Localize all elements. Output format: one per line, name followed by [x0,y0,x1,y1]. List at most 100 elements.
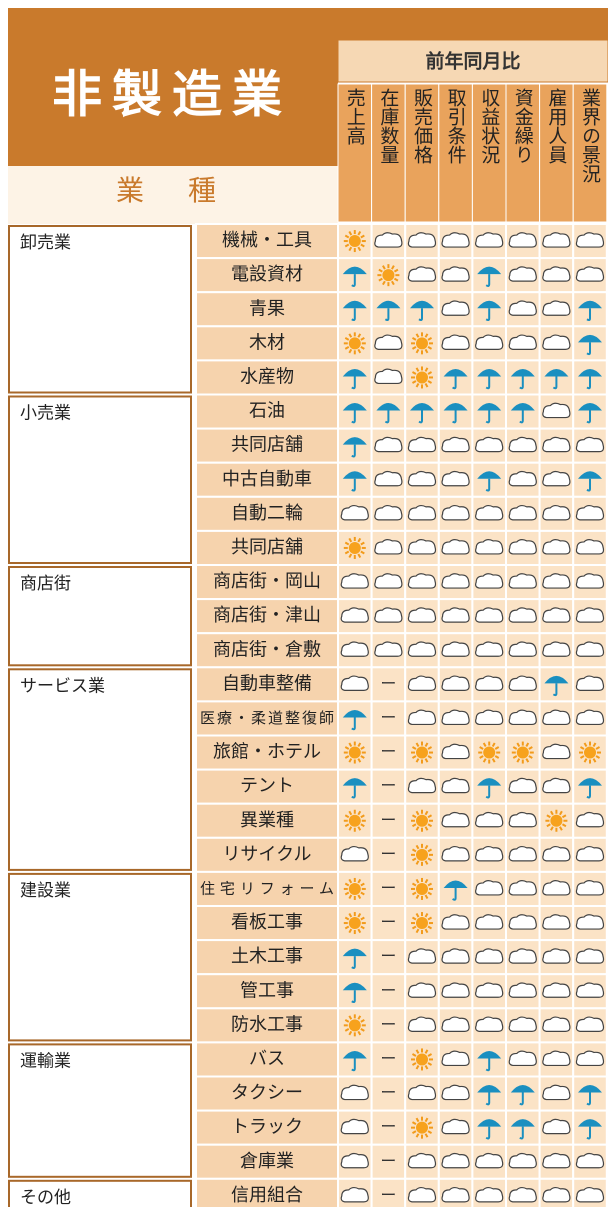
title: 非製造業 [52,66,292,124]
weather-icon [575,811,605,828]
cloud [508,641,537,657]
cloud [542,743,571,760]
weather-icon [441,1152,470,1169]
umbrella [410,403,434,411]
cloud [575,232,605,248]
sun-ray [427,916,433,921]
sun-ray [411,814,417,819]
group-name: 商店街 [20,574,71,594]
sun-ray [512,755,518,759]
sun-ray [360,882,365,887]
sun [416,1053,428,1066]
weather-icon [508,300,537,316]
sun-ray [348,742,353,747]
weather-icon [342,948,367,969]
weather-icon [475,539,504,555]
sun-ray [415,878,420,884]
cloud [575,811,605,828]
industry-name: 異業種 [240,810,294,831]
industry-name: 看板工事 [231,912,303,933]
umbrella [477,471,502,479]
cloud [374,539,403,555]
sun-ray [344,234,350,239]
umbrella-handle [586,478,591,492]
umbrella [342,982,367,991]
sun-ray [357,742,362,747]
weather-icon [340,845,369,862]
cloud [441,539,470,555]
weather-icon [343,809,366,832]
umbrella [376,300,401,309]
sun-ray [415,758,420,763]
cloud [475,1152,504,1169]
cloud [475,675,504,691]
umbrella-handle [351,376,356,390]
title-band [8,40,338,166]
group-box [8,1043,192,1178]
sun-ray [344,891,350,896]
weather-icon [411,366,433,389]
cloud [475,914,504,930]
weather-icon [542,880,571,896]
weather-icon [340,573,369,589]
sun-ray [360,345,365,350]
weather-icon [407,266,437,282]
industry-name: 管工事 [240,980,294,1001]
dash: ー [380,674,396,693]
sun-ray [411,380,417,384]
weather-icon [508,880,537,896]
sun-ray [344,916,350,921]
weather-icon [475,914,504,930]
sun-ray [427,1130,433,1135]
umbrella [477,403,502,411]
cloud [441,1016,470,1032]
sun-ray [411,1121,417,1126]
sun-ray [360,746,365,750]
cloud [508,1050,537,1067]
weather-icon [342,778,367,799]
cloud [441,811,470,828]
cloud [508,300,537,316]
sun-ray [357,826,362,831]
cloud [575,1186,605,1203]
cloud [508,1186,537,1203]
cloud [575,880,605,896]
weather-icon [342,709,367,731]
industry-name: 信用組合 [231,1185,303,1206]
sun-ray [482,758,487,763]
industry-name: 土木工事 [231,946,303,967]
comparison-band [337,39,608,83]
sun-ray [415,913,420,918]
cloud [407,1186,437,1203]
sun-ray [546,814,551,819]
cloud [542,436,571,453]
cloud [475,232,504,248]
weather-icon [441,982,470,998]
umbrella-handle [485,1092,491,1106]
cloud [475,1186,504,1203]
sun-ray [427,746,433,750]
cloud [340,641,369,657]
weather-icon [374,368,403,385]
umbrella-handle [351,1058,356,1072]
cloud [441,709,470,726]
weather-icon [441,1050,470,1067]
weather-icon [575,539,605,555]
weather-icon [542,982,571,998]
sun [416,337,428,350]
group-name: 卸売業 [20,233,71,253]
weather-icon [374,232,403,248]
cloud [508,982,537,998]
sun-ray [427,925,433,930]
sun-ray [546,823,551,828]
industry-name: 防水工事 [231,1014,303,1035]
cloud [340,1084,369,1101]
cloud [575,709,605,726]
sun-ray [579,755,585,759]
umbrella [443,368,468,377]
sun-ray [415,810,420,816]
weather-icon [340,641,369,657]
umbrella-handle [351,444,356,458]
sun-ray [427,755,433,759]
sun-ray [512,746,518,750]
